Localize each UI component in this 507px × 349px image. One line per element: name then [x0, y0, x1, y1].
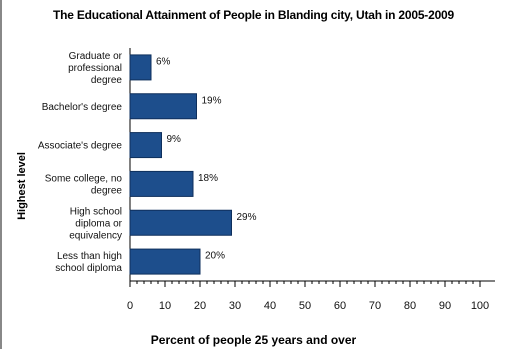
data-label: 18% — [198, 173, 218, 184]
x-tick-label: 20 — [194, 300, 206, 312]
x-tick-label: 100 — [471, 300, 489, 312]
category-label: Less than high school diploma — [55, 251, 122, 274]
data-label: 20% — [205, 251, 225, 262]
category-label: Graduate or professional degree — [68, 51, 123, 86]
category-label: Some college, no degree — [45, 173, 123, 196]
category-label: Bachelor's degree — [42, 102, 123, 113]
data-label: 29% — [237, 212, 257, 223]
data-label: 9% — [167, 134, 182, 145]
bar — [129, 132, 162, 159]
x-tick-label: 0 — [127, 300, 133, 312]
x-tick-label: 90 — [439, 300, 451, 312]
x-tick-label: 30 — [229, 300, 241, 312]
bar — [129, 248, 201, 275]
data-label: 19% — [202, 95, 222, 106]
x-axis-title: Percent of people 25 years and over — [150, 333, 357, 347]
bar — [129, 209, 232, 236]
left-border — [0, 0, 2, 349]
bar — [129, 93, 197, 120]
category-label: Associate's degree — [38, 141, 123, 152]
x-tick-label: 60 — [334, 300, 346, 312]
x-tick-label: 40 — [264, 300, 276, 312]
x-tick-label: 80 — [404, 300, 416, 312]
chart-title: The Educational Attainment of People in … — [52, 8, 454, 22]
data-label: 6% — [156, 56, 171, 67]
bar — [129, 170, 194, 197]
bar — [129, 54, 152, 81]
x-tick-label: 50 — [299, 300, 311, 312]
x-tick-label: 10 — [159, 300, 171, 312]
x-tick-label: 70 — [369, 300, 381, 312]
category-label: High school diploma or equivalency — [69, 206, 122, 241]
